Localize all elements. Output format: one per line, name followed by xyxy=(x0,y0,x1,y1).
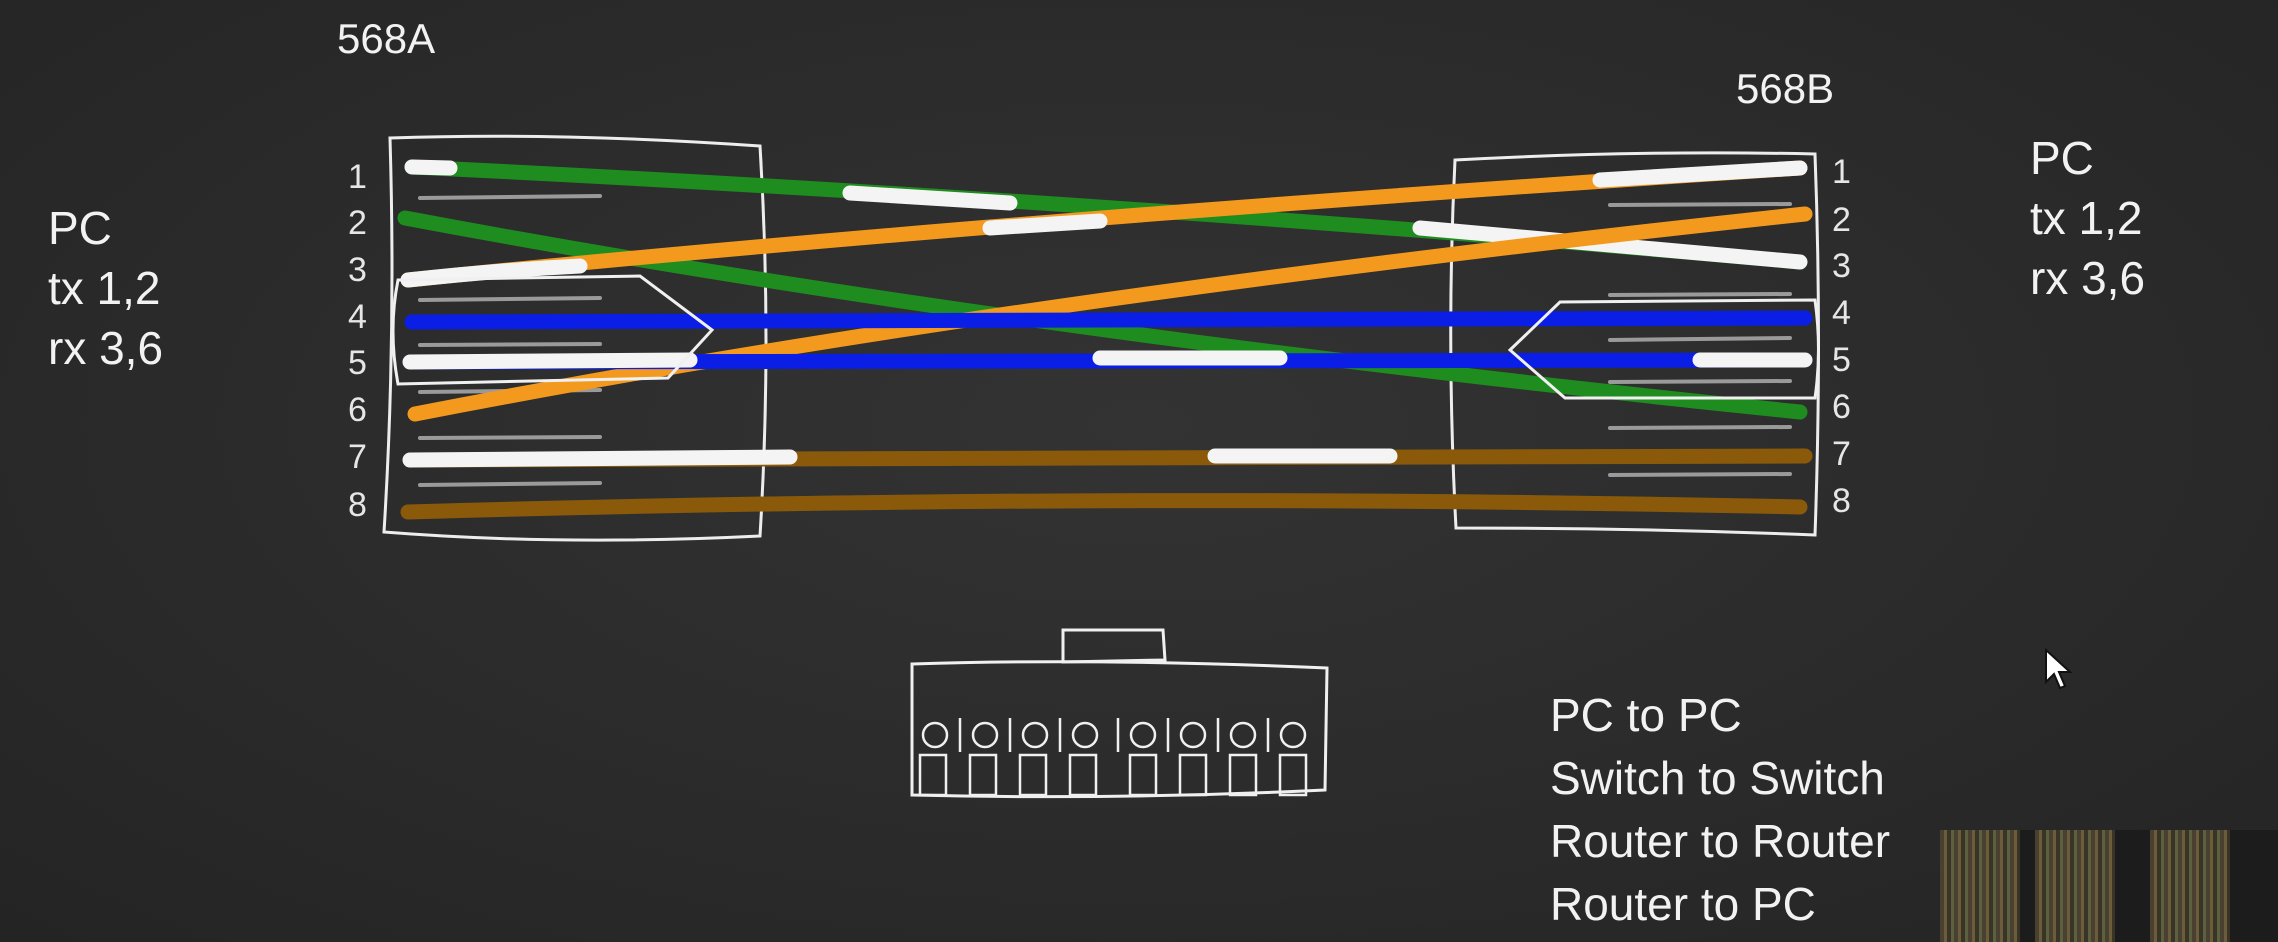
use-switch-to-switch: Switch to Switch xyxy=(1550,752,1885,804)
mouse-cursor-icon xyxy=(2044,647,2073,697)
right-pin-2: 2 xyxy=(1832,201,1851,239)
right-pin-7: 7 xyxy=(1832,435,1851,473)
right-pin-3: 3 xyxy=(1832,247,1851,285)
right-pair-arrow-outline xyxy=(1507,298,1820,400)
wire-white-green-1-stripe-a xyxy=(404,159,458,176)
right-connector-outline xyxy=(1449,151,1820,537)
wire-white-green-1-stripe-b xyxy=(842,185,1018,211)
wire-blue-4 xyxy=(404,310,1813,330)
left-pin-1: 1 xyxy=(348,158,367,196)
left-pin-2: 2 xyxy=(348,204,367,242)
use-pc-to-pc: PC to PC xyxy=(1550,689,1742,741)
wire-white-orange-3-stripe-c xyxy=(1592,160,1808,188)
wire-white-brown-7-stripe-a xyxy=(402,449,798,468)
crossover-uses-list: PC to PC Switch to Switch Router to Rout… xyxy=(1550,684,1890,936)
left-pin-8: 8 xyxy=(348,486,367,524)
thumbnail-1 xyxy=(1940,830,2020,942)
left-pin-3: 3 xyxy=(348,251,367,289)
left-pair-arrow-outline xyxy=(391,274,715,386)
left-device-rx: rx 3,6 xyxy=(48,322,164,374)
standard-label-568a: 568A xyxy=(337,15,436,62)
left-device-block: PC tx 1,2 rx 3,6 xyxy=(48,198,163,378)
wire-white-blue-5-stripe-a xyxy=(402,352,698,370)
right-pin-1: 1 xyxy=(1832,153,1851,191)
left-connector-outline xyxy=(382,134,768,542)
wire-white-green-1-stripe-c xyxy=(1412,220,1808,270)
right-pin-6: 6 xyxy=(1832,388,1851,426)
use-router-to-router: Router to Router xyxy=(1550,815,1891,867)
left-pin-6: 6 xyxy=(348,391,367,429)
right-contact-strips xyxy=(1608,202,1792,477)
left-device-tx: tx 1,2 xyxy=(48,262,161,314)
standard-label-568b: 568B xyxy=(1736,65,1835,112)
right-pin-5: 5 xyxy=(1832,341,1851,379)
right-device-rx: rx 3,6 xyxy=(2030,252,2146,304)
right-device-name: PC xyxy=(2030,132,2094,184)
left-pin-5: 5 xyxy=(348,344,367,382)
wire-white-orange-3-stripe-a xyxy=(400,258,588,288)
right-device-block: PC tx 1,2 rx 3,6 xyxy=(2030,128,2145,308)
left-device-name: PC xyxy=(48,202,112,254)
left-pin-7: 7 xyxy=(348,438,367,476)
thumbnail-3 xyxy=(2150,830,2230,942)
right-device-tx: tx 1,2 xyxy=(2030,192,2143,244)
right-pin-8: 8 xyxy=(1832,482,1851,520)
use-router-to-pc: Router to PC xyxy=(1550,878,1816,930)
wire-white-orange-3-stripe-b xyxy=(982,213,1108,236)
right-pin-4: 4 xyxy=(1832,294,1851,332)
left-pin-4: 4 xyxy=(348,298,367,336)
rj45-jack-icon xyxy=(910,628,1329,799)
thumbnail-2 xyxy=(2035,830,2115,942)
thumbnail-strip xyxy=(1940,830,2278,942)
wire-brown-8 xyxy=(400,493,1808,520)
